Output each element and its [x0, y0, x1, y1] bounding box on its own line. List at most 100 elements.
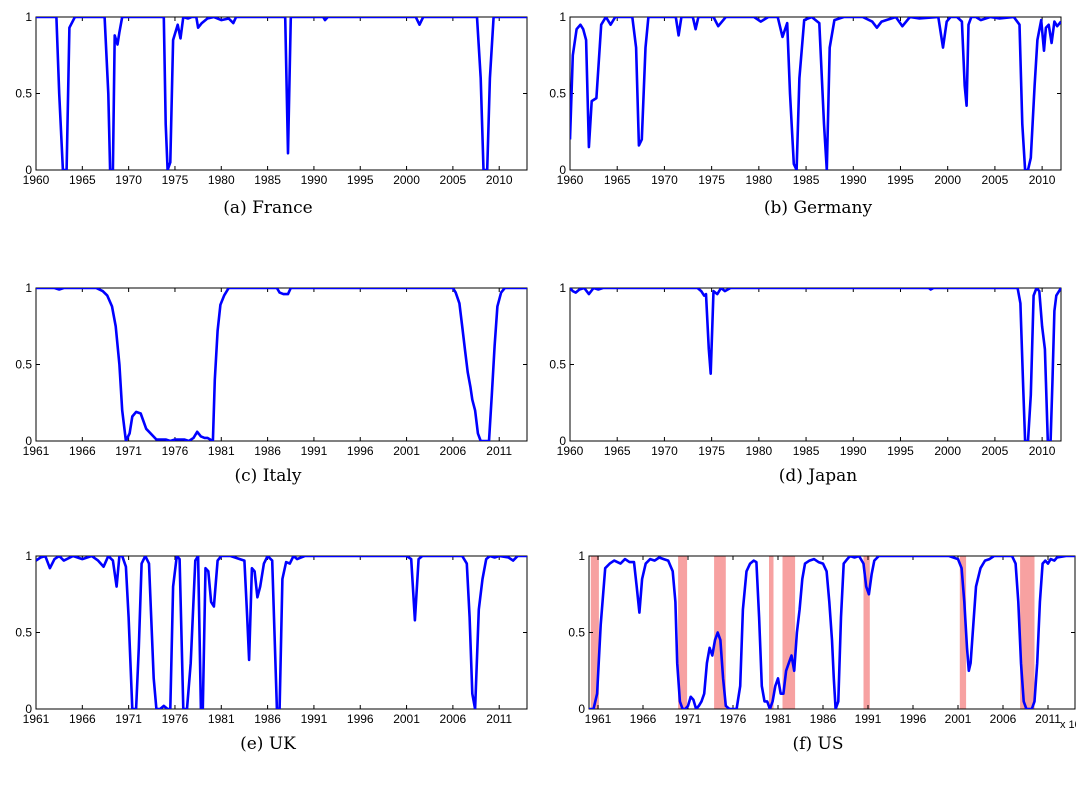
x-tick-label: 1981 — [208, 712, 235, 726]
chart-panel-2: 1960 1965 1970 1975 1980 1985 1990 1995 2000 2005… — [549, 10, 1062, 218]
chart-panel-6: 1961 1966 1971 1976 1981 1986 1991 1996 2001 2006… — [568, 549, 1076, 754]
chart-panel-3: 1961 1966 1971 1976 1981 1986 1991 1996 2001 2006… — [15, 281, 528, 486]
y-tick-label: 1 — [559, 10, 566, 24]
y-tick-label: 0.5 — [549, 358, 566, 372]
x-tick-label: 2000 — [934, 173, 961, 187]
series-line — [570, 288, 1061, 441]
x-tick-label: 2011 — [486, 712, 512, 726]
x-tick-label: 1970 — [651, 173, 678, 187]
x-tick-label: 1985 — [254, 173, 281, 187]
chart-panel-1: 1960 1965 1970 1975 1980 1985 1990 1995 2000 2005… — [15, 10, 528, 218]
axes-frame — [569, 287, 1062, 442]
shaded-period — [769, 556, 774, 709]
x-tick-label: 2010 — [486, 173, 513, 187]
x-tick-label: 2005 — [982, 444, 1009, 458]
x-tick-label: 1976 — [720, 712, 747, 726]
x-tick-label: 2000 — [393, 173, 420, 187]
x-tick-label: 1995 — [887, 444, 914, 458]
x-tick-label: 2001 — [393, 712, 420, 726]
x-tick-label: 2010 — [1029, 173, 1056, 187]
x-tick-label: 1990 — [840, 444, 867, 458]
x-tick-label: 1961 — [585, 712, 612, 726]
y-tick-label: 0.5 — [568, 626, 585, 640]
y-tick-label: 0 — [559, 434, 566, 448]
x-tick-label: 1985 — [793, 444, 820, 458]
y-tick-label: 0 — [25, 163, 32, 177]
x-tick-label: 2005 — [440, 173, 467, 187]
x-tick-label: 1976 — [162, 444, 189, 458]
x-tick-label: 2006 — [440, 444, 467, 458]
x-tick-label: 2006 — [440, 712, 467, 726]
axes-frame — [35, 287, 528, 442]
x-tick-label: 1970 — [651, 444, 678, 458]
x-tick-label: 1996 — [900, 712, 927, 726]
x-tick-label: 1991 — [301, 712, 328, 726]
series-line — [36, 17, 527, 170]
panel-caption: (b) Germany — [764, 198, 873, 218]
x-tick-label: 1960 — [23, 173, 50, 187]
x-tick-label: 1965 — [604, 173, 631, 187]
shaded-period — [959, 556, 967, 709]
axis-exponent-label: x 10 — [1060, 719, 1076, 731]
x-tick-label: 1976 — [162, 712, 189, 726]
y-tick-label: 1 — [559, 281, 566, 295]
x-tick-label: 1981 — [765, 712, 792, 726]
panel-caption: (a) France — [223, 198, 312, 218]
x-tick-label: 1965 — [69, 173, 96, 187]
y-tick-label: 0 — [25, 434, 32, 448]
y-tick-label: 0 — [578, 702, 585, 716]
y-tick-label: 1 — [25, 281, 32, 295]
x-tick-label: 2005 — [982, 173, 1009, 187]
series-line — [36, 288, 527, 441]
series-line — [570, 17, 1061, 170]
x-tick-label: 1966 — [69, 444, 96, 458]
x-tick-label: 2011 — [486, 444, 512, 458]
x-tick-label: 2001 — [393, 444, 420, 458]
x-tick-label: 1980 — [745, 444, 772, 458]
x-tick-label: 1975 — [698, 173, 725, 187]
x-tick-label: 2011 — [1035, 712, 1061, 726]
shaded-period — [590, 556, 599, 709]
x-tick-label: 2000 — [934, 444, 961, 458]
y-tick-label: 1 — [25, 549, 32, 563]
x-tick-label: 1971 — [115, 712, 142, 726]
chart-panel-4: 1960 1965 1970 1975 1980 1985 1990 1995 2000 2005… — [549, 281, 1062, 486]
y-tick-label: 0.5 — [15, 626, 32, 640]
y-tick-label: 1 — [25, 10, 32, 24]
x-tick-label: 1981 — [208, 444, 235, 458]
x-tick-label: 2010 — [1029, 444, 1056, 458]
x-tick-label: 1975 — [162, 173, 189, 187]
shaded-period — [863, 556, 870, 709]
panel-caption: (f) US — [793, 734, 844, 754]
panel-caption: (d) Japan — [779, 466, 858, 486]
panel-caption: (c) Italy — [235, 466, 302, 486]
x-tick-label: 1961 — [23, 712, 50, 726]
shaded-period — [678, 556, 688, 709]
x-tick-label: 1986 — [254, 712, 281, 726]
x-tick-label: 1971 — [115, 444, 142, 458]
x-tick-label: 1965 — [604, 444, 631, 458]
x-tick-label: 1961 — [23, 444, 50, 458]
x-tick-label: 1986 — [254, 444, 281, 458]
shaded-period — [714, 556, 726, 709]
x-tick-label: 1990 — [840, 173, 867, 187]
x-tick-label: 1995 — [887, 173, 914, 187]
x-tick-label: 1995 — [347, 173, 374, 187]
y-tick-label: 1 — [578, 549, 585, 563]
x-tick-label: 1985 — [793, 173, 820, 187]
x-tick-label: 1991 — [301, 444, 328, 458]
y-tick-label: 0 — [25, 702, 32, 716]
y-tick-label: 0.5 — [15, 87, 32, 101]
x-tick-label: 1986 — [810, 712, 837, 726]
x-tick-label: 1960 — [557, 444, 584, 458]
series-line — [36, 556, 527, 709]
chart-panel-5: 1961 1966 1971 1976 1981 1986 1991 1996 2001 2006… — [15, 549, 528, 754]
x-tick-label: 1966 — [630, 712, 657, 726]
x-tick-label: 1975 — [698, 444, 725, 458]
panel-caption: (e) UK — [240, 734, 296, 754]
x-tick-label: 1990 — [301, 173, 328, 187]
y-tick-label: 0.5 — [549, 87, 566, 101]
x-tick-label: 1991 — [855, 712, 882, 726]
x-tick-label: 1980 — [745, 173, 772, 187]
